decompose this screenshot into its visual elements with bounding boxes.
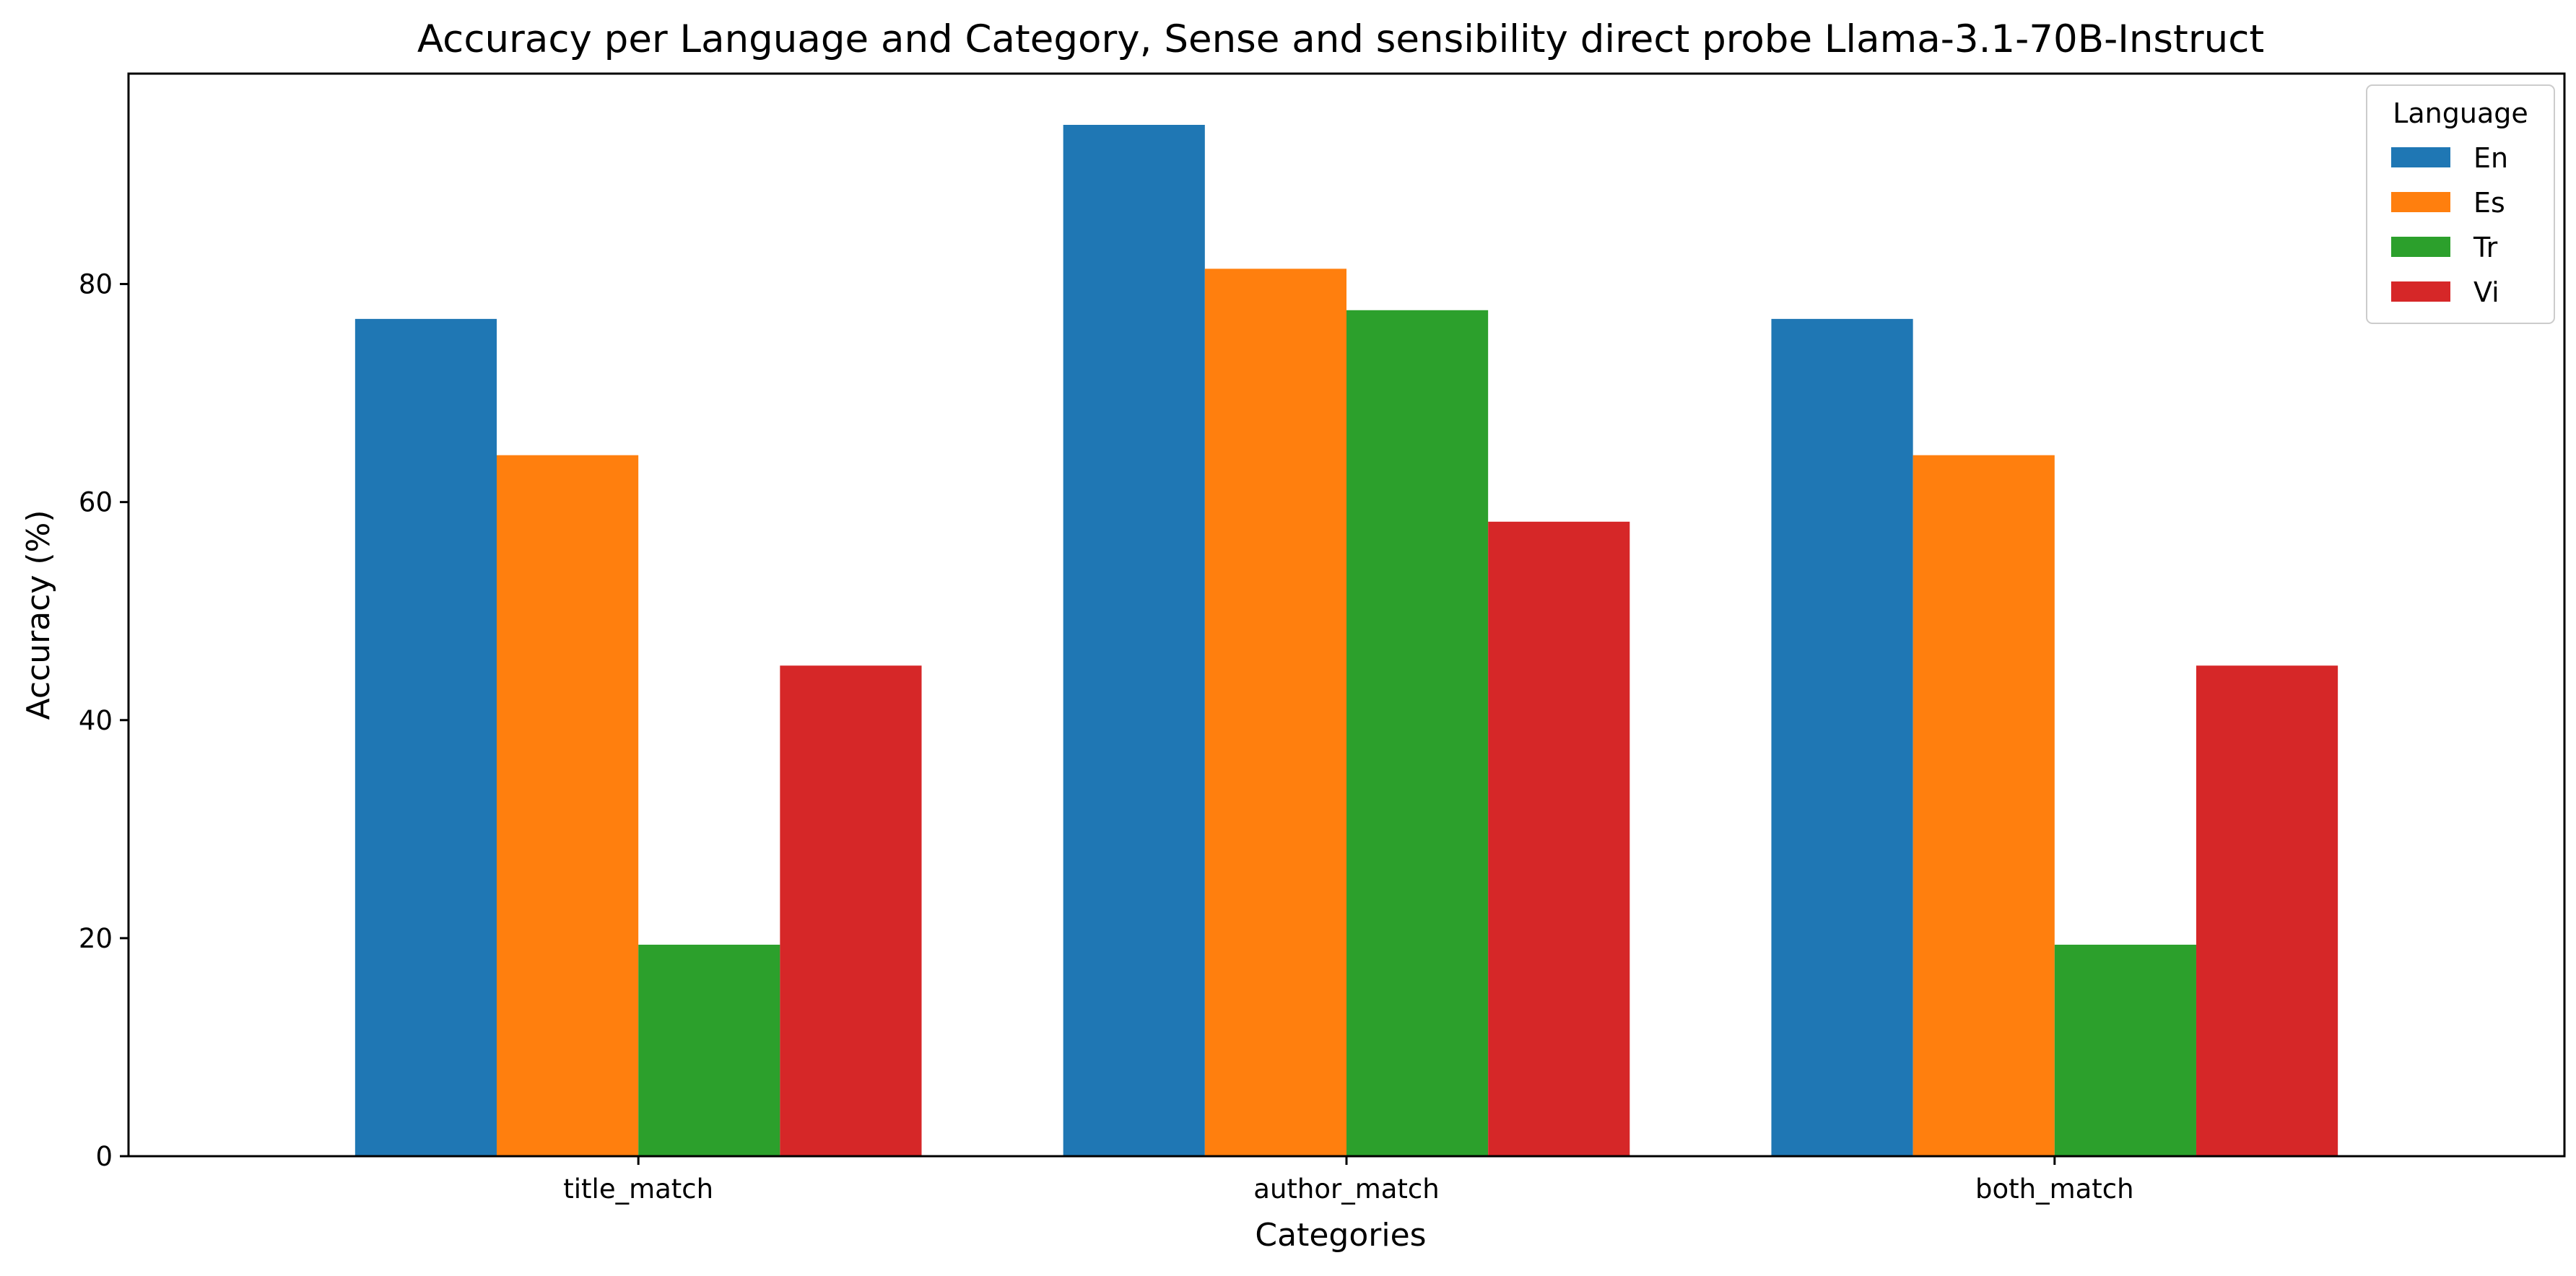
bar-vi-both_match <box>2196 665 2338 1156</box>
x-tick-label-both_match: both_match <box>1975 1174 2134 1205</box>
y-tick-label: 0 <box>95 1141 113 1172</box>
legend-label-vi: Vi <box>2473 276 2499 308</box>
legend-label-es: Es <box>2473 187 2505 219</box>
bar-vi-title_match <box>780 665 922 1156</box>
x-axis-ticks: title_match author_match both_match <box>563 1156 2134 1205</box>
bar-tr-author_match <box>1346 310 1489 1156</box>
y-axis-ticks: 0 20 40 60 80 <box>79 269 129 1172</box>
bar-es-title_match <box>497 455 639 1156</box>
bar-en-both_match <box>1771 318 1913 1156</box>
x-tick-label-title_match: title_match <box>563 1174 713 1205</box>
legend-title: Language <box>2393 97 2528 129</box>
bar-es-both_match <box>1913 455 2055 1156</box>
y-tick-label: 80 <box>79 269 113 300</box>
x-axis-label: Categories <box>1255 1217 1426 1254</box>
y-tick-label: 40 <box>79 705 113 736</box>
y-axis-label: Accuracy (%) <box>20 510 57 720</box>
y-tick-label: 60 <box>79 487 113 518</box>
legend-swatch-vi <box>2391 281 2450 302</box>
bar-en-author_match <box>1063 125 1205 1156</box>
bar-tr-title_match <box>638 944 780 1156</box>
chart-title: Accuracy per Language and Category, Sens… <box>417 17 2264 61</box>
legend-swatch-en <box>2391 147 2450 167</box>
legend-swatch-es <box>2391 192 2450 212</box>
bar-tr-both_match <box>2054 944 2196 1156</box>
legend: Language En Es Tr Vi <box>2366 84 2555 324</box>
bars-layer <box>354 125 2338 1156</box>
legend-label-en: En <box>2473 142 2508 174</box>
y-tick-label: 20 <box>79 923 113 954</box>
x-tick-label-author_match: author_match <box>1253 1174 1439 1205</box>
bar-es-author_match <box>1204 268 1346 1156</box>
legend-box <box>2366 84 2555 324</box>
bar-vi-author_match <box>1488 521 1630 1156</box>
bar-en-title_match <box>354 318 497 1156</box>
legend-label-tr: Tr <box>2473 232 2498 263</box>
legend-swatch-tr <box>2391 237 2450 257</box>
